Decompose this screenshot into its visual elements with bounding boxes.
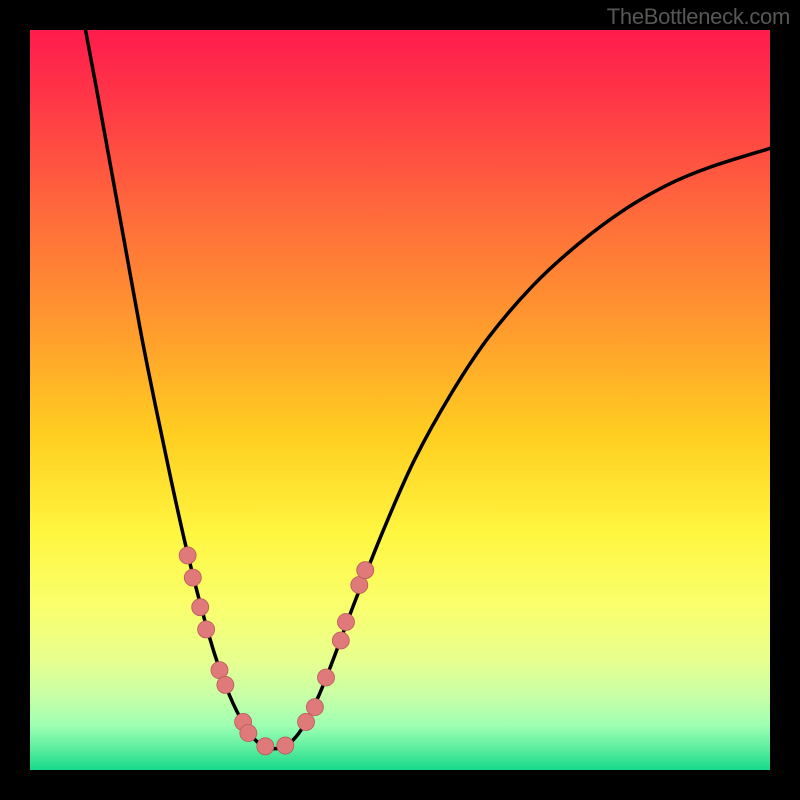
data-marker <box>240 725 257 742</box>
data-marker <box>337 614 354 631</box>
data-marker <box>306 699 323 716</box>
data-marker <box>357 562 374 579</box>
data-marker <box>179 547 196 564</box>
data-marker <box>198 621 215 638</box>
data-marker <box>277 737 294 754</box>
data-marker <box>318 669 335 686</box>
watermark-text: TheBottleneck.com <box>607 4 790 30</box>
data-marker <box>298 713 315 730</box>
chart-container: TheBottleneck.com <box>0 0 800 800</box>
data-marker <box>184 569 201 586</box>
data-marker <box>192 599 209 616</box>
data-marker <box>332 632 349 649</box>
chart-svg <box>0 0 800 800</box>
data-marker <box>257 738 274 755</box>
data-marker <box>217 676 234 693</box>
plot-area <box>30 30 770 770</box>
